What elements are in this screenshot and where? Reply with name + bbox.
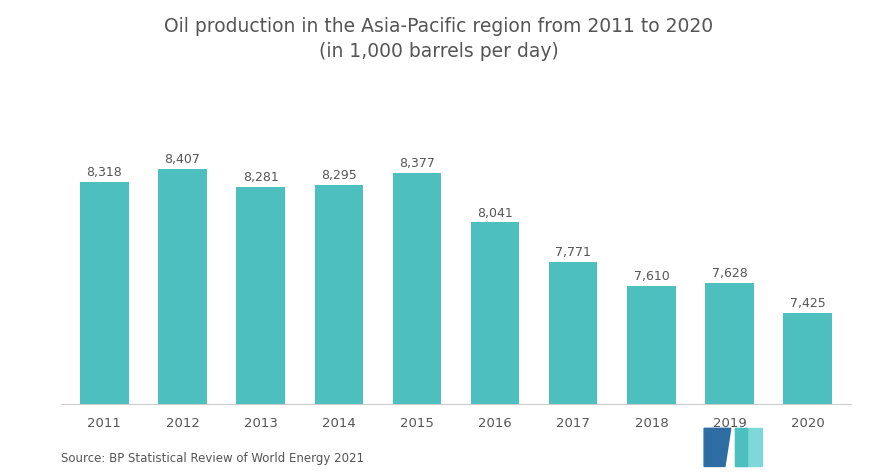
Bar [315,186,363,476]
Bar [471,223,519,476]
Text: 7,425: 7,425 [790,297,825,309]
Polygon shape [735,428,747,466]
Text: 7,771: 7,771 [555,246,591,259]
Text: 8,041: 8,041 [477,206,513,219]
Text: 8,295: 8,295 [321,169,357,182]
Text: Source: BP Statistical Review of World Energy 2021: Source: BP Statistical Review of World E… [61,451,364,464]
Bar [237,188,285,476]
Bar [549,262,597,476]
Text: 8,377: 8,377 [399,157,435,170]
Bar [393,174,441,476]
Text: 8,281: 8,281 [243,171,279,184]
Text: 8,318: 8,318 [87,166,122,178]
Bar [158,169,207,476]
Bar [783,313,832,476]
Text: Oil production in the Asia-Pacific region from 2011 to 2020
(in 1,000 barrels pe: Oil production in the Asia-Pacific regio… [164,17,713,60]
Text: 8,407: 8,407 [165,153,201,166]
Polygon shape [735,428,761,466]
Bar [627,286,675,476]
Text: 7,628: 7,628 [711,267,747,280]
Bar [705,283,754,476]
Bar [80,182,129,476]
Text: 7,610: 7,610 [633,269,669,282]
Polygon shape [704,428,731,466]
